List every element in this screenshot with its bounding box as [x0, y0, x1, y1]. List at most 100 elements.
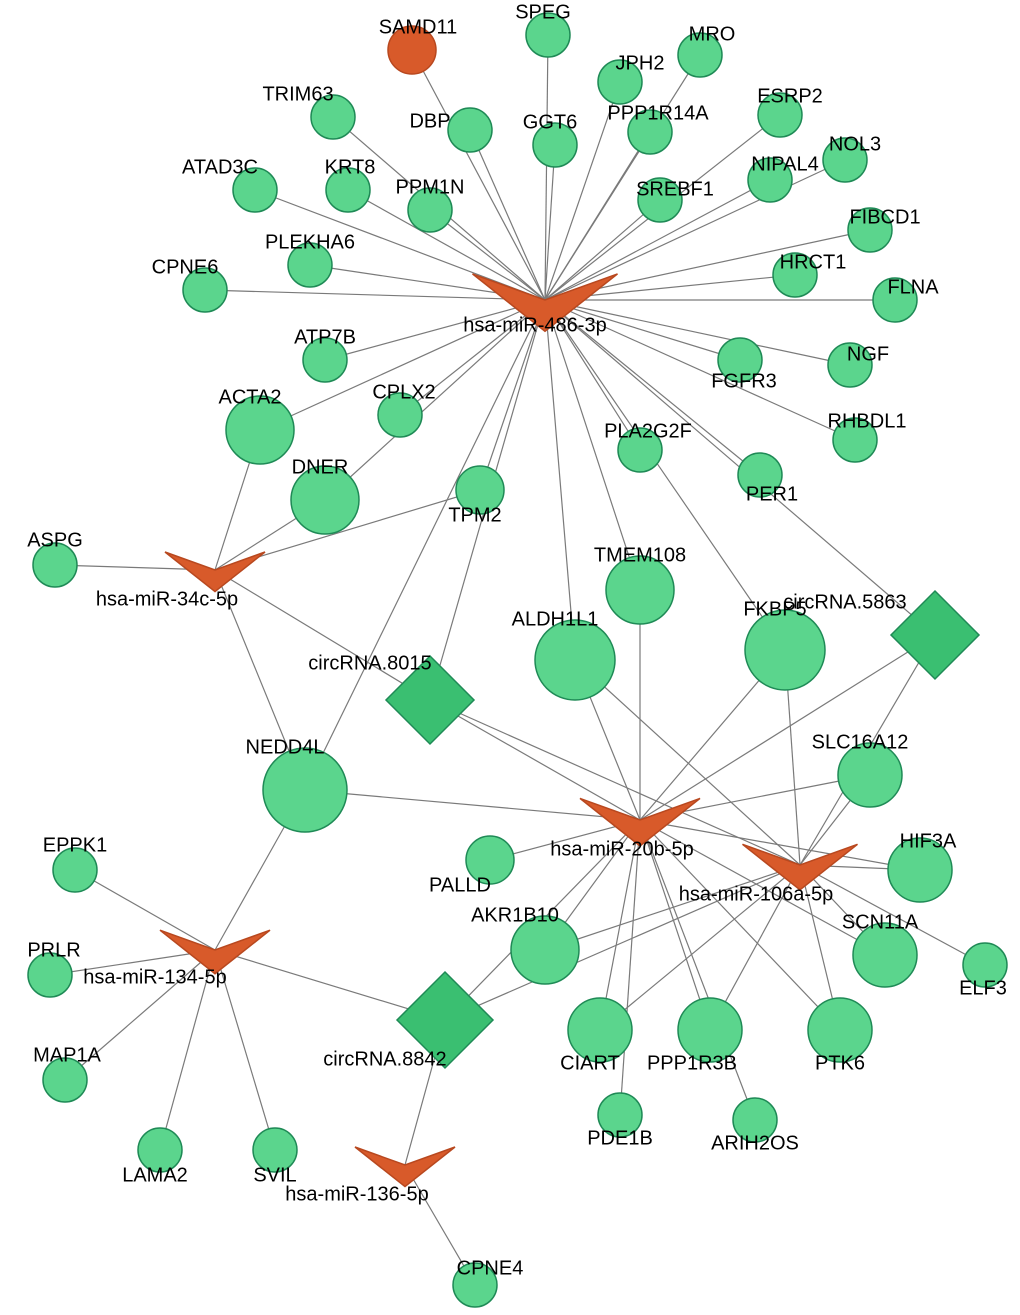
node-label: DNER	[292, 456, 349, 478]
node-arih2os[interactable]: ARIH2OS	[711, 1098, 799, 1154]
node-hsa-mir-20b-5p[interactable]: hsa-miR-20b-5p	[550, 798, 700, 860]
node-scn11a[interactable]: SCN11A	[842, 911, 919, 987]
network-diagram: hsa-miR-486-3p hsa-miR-34c-5p hsa-miR-20b-…	[0, 0, 1020, 1315]
node-plekha6[interactable]: PLEKHA6	[265, 231, 355, 287]
node-pla2g2f[interactable]: PLA2G2F	[604, 420, 692, 472]
node-lama2[interactable]: LAMA2	[122, 1128, 188, 1186]
node-label: SLC16A12	[812, 731, 909, 753]
node-label: RHBDL1	[828, 410, 907, 432]
node-label: ARIH2OS	[711, 1132, 799, 1154]
node-fibcd1[interactable]: FIBCD1	[848, 206, 921, 252]
node-dbp[interactable]: DBP	[409, 108, 492, 152]
node-srebf1[interactable]: SREBF1	[636, 178, 714, 222]
node-label: PLEKHA6	[265, 231, 355, 253]
node-acta2[interactable]: ACTA2	[219, 386, 294, 464]
node-label: TRIM63	[262, 83, 333, 105]
node-label: hsa-miR-106a-5p	[679, 883, 834, 905]
node-tpm2[interactable]: TPM2	[448, 466, 504, 526]
node-label: NEDD4L	[246, 736, 325, 758]
node-samd11[interactable]: SAMD11	[379, 16, 458, 74]
node-hsa-mir-134-5p[interactable]: hsa-miR-134-5p	[83, 930, 270, 988]
node-circrna-8015[interactable]: circRNA.8015	[308, 652, 474, 744]
node-label: ACTA2	[219, 386, 282, 408]
node-aspg[interactable]: ASPG	[27, 529, 83, 587]
node-label: SVIL	[253, 1164, 296, 1186]
node-jph2[interactable]: JPH2	[598, 52, 664, 104]
node-trim63[interactable]: TRIM63	[262, 83, 355, 139]
node-label: GGT6	[523, 111, 577, 133]
node-elf3[interactable]: ELF3	[959, 943, 1007, 999]
node-ppm1n[interactable]: PPM1N	[396, 176, 465, 232]
node-map1a[interactable]: MAP1A	[33, 1044, 101, 1102]
node-akr1b10[interactable]: AKR1B10	[471, 904, 579, 984]
node-svil[interactable]: SVIL	[253, 1128, 297, 1186]
node-hrct1[interactable]: HRCT1	[773, 251, 846, 297]
node-label: CPNE4	[457, 1257, 524, 1279]
node-cplx2[interactable]: CPLX2	[372, 381, 435, 437]
node-label: SCN11A	[842, 911, 919, 933]
node-label: PPP1R14A	[607, 102, 709, 124]
node-label: ESRP2	[757, 85, 823, 107]
node-ggt6[interactable]: GGT6	[523, 111, 577, 167]
edge	[640, 820, 755, 1120]
node-nedd4l[interactable]: NEDD4L	[246, 736, 347, 832]
node-hsa-mir-136-5p[interactable]: hsa-miR-136-5p	[285, 1147, 455, 1205]
node-hsa-mir-486-3p[interactable]: hsa-miR-486-3p	[463, 274, 617, 336]
edge	[545, 300, 575, 660]
node-fgfr3[interactable]: FGFR3	[711, 338, 777, 392]
node-label: FLNA	[887, 276, 939, 298]
node-flna[interactable]: FLNA	[873, 276, 939, 322]
node-ngf[interactable]: NGF	[828, 343, 889, 387]
edge	[470, 130, 545, 300]
node-label: PALLD	[429, 874, 491, 896]
node-dner[interactable]: DNER	[291, 456, 359, 534]
node-esrp2[interactable]: ESRP2	[757, 85, 823, 137]
node-krt8[interactable]: KRT8	[325, 156, 376, 212]
node-hsa-mir-106a-5p[interactable]: hsa-miR-106a-5p	[679, 844, 858, 905]
node-label: CPNE6	[152, 256, 219, 278]
node-pde1b[interactable]: PDE1B	[587, 1093, 653, 1149]
node-label: DBP	[409, 110, 450, 132]
node-cpne4[interactable]: CPNE4	[453, 1257, 523, 1307]
node-label: SPEG	[515, 1, 571, 23]
edges-layer	[50, 35, 985, 1285]
node-label: hsa-miR-20b-5p	[550, 838, 693, 860]
node-atad3c[interactable]: ATAD3C	[182, 156, 277, 212]
node-label: FIBCD1	[849, 206, 920, 228]
node-palld[interactable]: PALLD	[429, 836, 514, 896]
node-atp7b[interactable]: ATP7B	[294, 326, 356, 382]
node-label: SAMD11	[379, 16, 458, 38]
node-label: NOL3	[829, 133, 881, 155]
node-rhbdl1[interactable]: RHBDL1	[828, 410, 907, 462]
node-prlr[interactable]: PRLR	[27, 939, 80, 997]
mirna-node-icon	[355, 1147, 455, 1187]
node-slc16a12[interactable]: SLC16A12	[812, 731, 909, 807]
node-ptk6[interactable]: PTK6	[808, 998, 872, 1074]
node-cpne6[interactable]: CPNE6	[152, 256, 227, 312]
node-label: PER1	[746, 483, 798, 505]
node-tmem108[interactable]: TMEM108	[594, 544, 686, 624]
node-label: KRT8	[325, 156, 376, 178]
node-aldh1l1[interactable]: ALDH1L1	[512, 608, 615, 700]
node-ppp1r3b[interactable]: PPP1R3B	[647, 998, 742, 1074]
node-label: NIPAL4	[751, 153, 818, 175]
gene-node-icon	[448, 108, 492, 152]
node-label: PLA2G2F	[604, 420, 692, 442]
node-hif3a[interactable]: HIF3A	[888, 830, 957, 902]
node-label: FKBP5	[743, 598, 806, 620]
node-nol3[interactable]: NOL3	[823, 133, 881, 182]
node-label: PRLR	[27, 939, 80, 961]
node-speg[interactable]: SPEG	[515, 1, 571, 57]
node-hsa-mir-34c-5p[interactable]: hsa-miR-34c-5p	[96, 552, 265, 610]
node-label: hsa-miR-34c-5p	[96, 588, 238, 610]
node-label: circRNA.8842	[323, 1048, 446, 1070]
node-circrna-8842[interactable]: circRNA.8842	[323, 972, 493, 1070]
node-ppp1r14a[interactable]: PPP1R14A	[607, 102, 709, 154]
node-label: ALDH1L1	[512, 608, 599, 630]
node-label: ATAD3C	[182, 156, 258, 178]
node-ciart[interactable]: CIART	[560, 998, 632, 1074]
nodes-layer: hsa-miR-486-3p hsa-miR-34c-5p hsa-miR-20b-…	[27, 1, 1007, 1307]
edge	[215, 570, 430, 700]
node-mro[interactable]: MRO	[678, 23, 735, 77]
node-per1[interactable]: PER1	[738, 453, 798, 505]
